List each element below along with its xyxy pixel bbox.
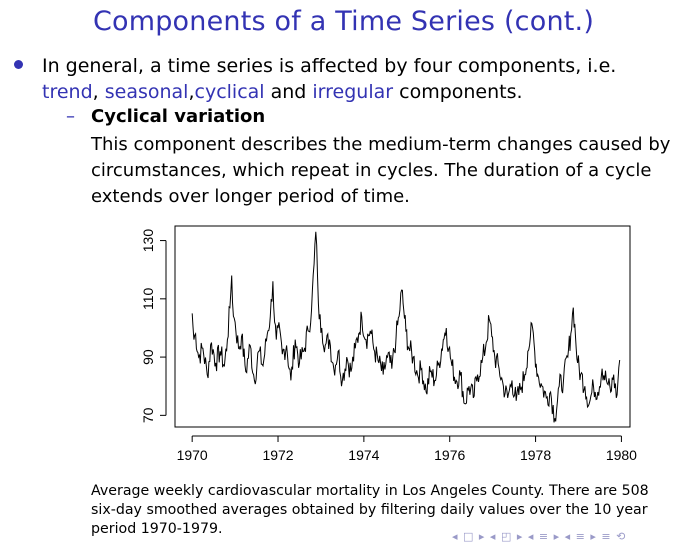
figure-caption: Average weekly cardiovascular mortality … (91, 483, 649, 537)
x-tick-label: 1980 (606, 447, 637, 463)
plot-frame (174, 225, 631, 428)
bullet-tail: components. (393, 81, 523, 103)
sub-bullet-dash: – (66, 106, 75, 127)
term-trend: trend (42, 81, 93, 103)
bullet-icon (14, 60, 23, 69)
y-tick-label: 90 (140, 349, 156, 365)
term-cyclical: cyclical (194, 81, 265, 103)
series-line-mortality (191, 231, 621, 423)
y-tick-label: 110 (140, 287, 156, 310)
bullet-and: and (264, 81, 313, 103)
term-seasonal: seasonal (104, 81, 189, 103)
bullet-intro: In general, a time series is affected by… (42, 55, 617, 77)
slide-title: Components of a Time Series (cont.) (92, 6, 595, 37)
beamer-nav-icons[interactable]: ◂ □ ▸ ◂ ◰ ▸ ◂ ≡ ▸ ◂ ≡ ▸ ≡ ⟲ (452, 530, 627, 543)
y-tick-label: 70 (140, 407, 156, 423)
bullet-text: In general, a time series is affected by… (42, 53, 672, 105)
x-tick-label: 1976 (434, 447, 465, 463)
x-tick-label: 1974 (348, 447, 379, 463)
mortality-line-chart: 1970 1972 1974 1976 1978 1980 70 90 110 130 (140, 225, 637, 463)
sub-bullet-body: This component describes the medium-term… (91, 134, 671, 207)
x-tick-label: 1970 (177, 447, 208, 463)
y-tick-label: 130 (140, 229, 156, 253)
bullet-sep2: , (188, 81, 195, 103)
x-tick-label: 1972 (262, 447, 293, 463)
bullet-sep1: , (92, 81, 105, 103)
term-irregular: irregular (312, 81, 394, 103)
x-tick-label: 1978 (520, 447, 551, 463)
sub-bullet-title: Cyclical variation (91, 106, 266, 127)
